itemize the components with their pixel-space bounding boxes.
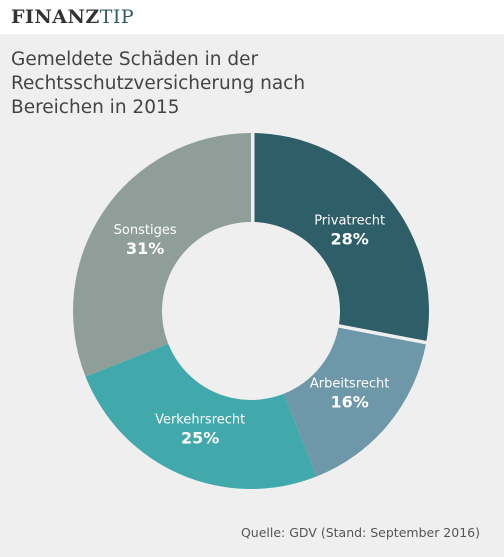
chart-title-line: Gemeldete Schäden in der xyxy=(11,49,259,70)
slice-value-arbeitsrecht: 16% xyxy=(330,393,368,412)
header: FINANZTIP xyxy=(0,0,504,34)
donut-slice-privatrecht xyxy=(251,133,429,345)
chart-title: Gemeldete Schäden in der Rechtsschutzver… xyxy=(11,48,371,120)
donut-slice-arbeitsrecht xyxy=(283,327,426,477)
slice-value-verkehrsrecht: 25% xyxy=(181,428,219,447)
finanztip-logo: FINANZTIP xyxy=(11,6,134,28)
chart-title-line: Bereichen in 2015 xyxy=(11,97,180,118)
donut-slice-sonstiges xyxy=(72,133,251,377)
source-note: Quelle: GDV (Stand: September 2016) xyxy=(240,525,480,540)
slice-label-privatrecht: Privatrecht xyxy=(314,213,385,228)
logo-part-finanz: FINANZ xyxy=(11,6,100,28)
logo-part-tip: TIP xyxy=(99,6,135,28)
slice-label-arbeitsrecht: Arbeitsrecht xyxy=(310,377,390,392)
slice-label-sonstiges: Sonstiges xyxy=(114,223,177,238)
slice-value-privatrecht: 28% xyxy=(330,229,368,248)
slice-value-sonstiges: 31% xyxy=(126,239,164,258)
chart-title-line: Rechtsschutzversicherung nach xyxy=(11,73,306,94)
slice-label-verkehrsrecht: Verkehrsrecht xyxy=(155,412,245,427)
slice-separator xyxy=(333,323,431,349)
donut-slice-verkehrsrecht xyxy=(85,343,317,489)
